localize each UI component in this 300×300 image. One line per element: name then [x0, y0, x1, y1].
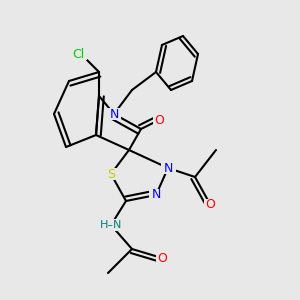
Text: N: N [151, 188, 161, 202]
Text: O: O [205, 197, 215, 211]
FancyBboxPatch shape [103, 168, 118, 180]
FancyBboxPatch shape [148, 189, 164, 201]
FancyBboxPatch shape [156, 253, 168, 263]
FancyBboxPatch shape [69, 48, 87, 60]
Text: O: O [157, 251, 167, 265]
FancyBboxPatch shape [106, 108, 122, 120]
FancyBboxPatch shape [204, 199, 216, 209]
FancyBboxPatch shape [102, 219, 120, 231]
Text: N: N [109, 107, 119, 121]
Text: H–N: H–N [100, 220, 122, 230]
Text: N: N [163, 161, 173, 175]
Text: S: S [107, 167, 115, 181]
Text: Cl: Cl [72, 47, 84, 61]
FancyBboxPatch shape [160, 162, 175, 174]
FancyBboxPatch shape [153, 115, 165, 125]
Text: O: O [154, 113, 164, 127]
